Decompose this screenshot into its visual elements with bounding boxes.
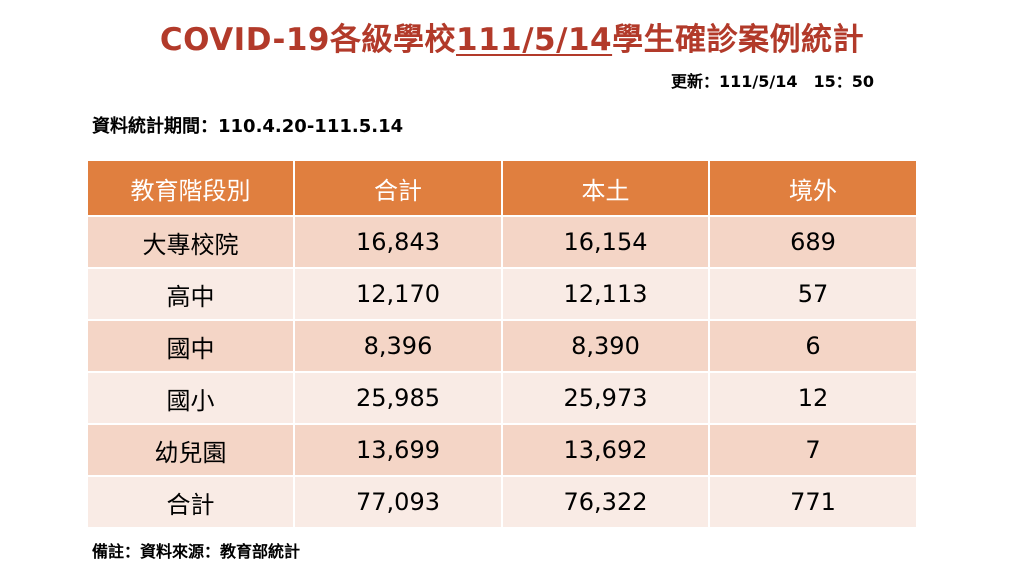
title-prefix: COVID-19各級學校 bbox=[159, 22, 457, 58]
source-note: 備註：資料來源：教育部統計 bbox=[92, 542, 301, 561]
cell-local: 12,113 bbox=[501, 267, 710, 321]
table-total-row: 合計 77,093 76,322 771 bbox=[86, 475, 918, 529]
cell-level: 國中 bbox=[86, 319, 295, 373]
cell-level: 高中 bbox=[86, 267, 295, 321]
cell-imported: 6 bbox=[708, 319, 918, 373]
cell-imported: 689 bbox=[708, 215, 918, 269]
cell-level: 合計 bbox=[86, 475, 295, 529]
table-header-row: 教育階段別 合計 本土 境外 bbox=[86, 159, 918, 217]
cell-level: 幼兒園 bbox=[86, 423, 295, 477]
header-education-level: 教育階段別 bbox=[86, 159, 295, 217]
case-statistics-table: 教育階段別 合計 本土 境外 大專校院 16,843 16,154 689 高中… bbox=[86, 159, 918, 529]
table-row: 大專校院 16,843 16,154 689 bbox=[86, 215, 918, 269]
cell-total: 13,699 bbox=[293, 423, 503, 477]
update-timestamp: 更新：111/5/14 15：50 bbox=[670, 72, 874, 91]
table-row: 高中 12,170 12,113 57 bbox=[86, 267, 918, 321]
cell-local: 25,973 bbox=[501, 371, 710, 425]
cell-imported: 771 bbox=[708, 475, 918, 529]
header-local: 本土 bbox=[501, 159, 710, 217]
cell-imported: 12 bbox=[708, 371, 918, 425]
cell-local: 16,154 bbox=[501, 215, 710, 269]
table-row: 國中 8,396 8,390 6 bbox=[86, 319, 918, 373]
statistics-period: 資料統計期間：110.4.20-111.5.14 bbox=[92, 116, 404, 137]
cell-imported: 7 bbox=[708, 423, 918, 477]
cell-total: 8,396 bbox=[293, 319, 503, 373]
cell-total: 77,093 bbox=[293, 475, 503, 529]
header-total: 合計 bbox=[293, 159, 503, 217]
cell-total: 12,170 bbox=[293, 267, 503, 321]
header-imported: 境外 bbox=[708, 159, 918, 217]
cell-total: 16,843 bbox=[293, 215, 503, 269]
cell-level: 大專校院 bbox=[86, 215, 295, 269]
cell-local: 13,692 bbox=[501, 423, 710, 477]
title-date: 111/5/14 bbox=[456, 22, 613, 58]
table-row: 幼兒園 13,699 13,692 7 bbox=[86, 423, 918, 477]
cell-level: 國小 bbox=[86, 371, 295, 425]
cell-imported: 57 bbox=[708, 267, 918, 321]
page-title: COVID-19各級學校111/5/14學生確診案例統計 bbox=[0, 14, 1024, 59]
cell-total: 25,985 bbox=[293, 371, 503, 425]
cell-local: 8,390 bbox=[501, 319, 710, 373]
title-suffix: 學生確診案例統計 bbox=[612, 22, 865, 58]
cell-local: 76,322 bbox=[501, 475, 710, 529]
table-row: 國小 25,985 25,973 12 bbox=[86, 371, 918, 425]
